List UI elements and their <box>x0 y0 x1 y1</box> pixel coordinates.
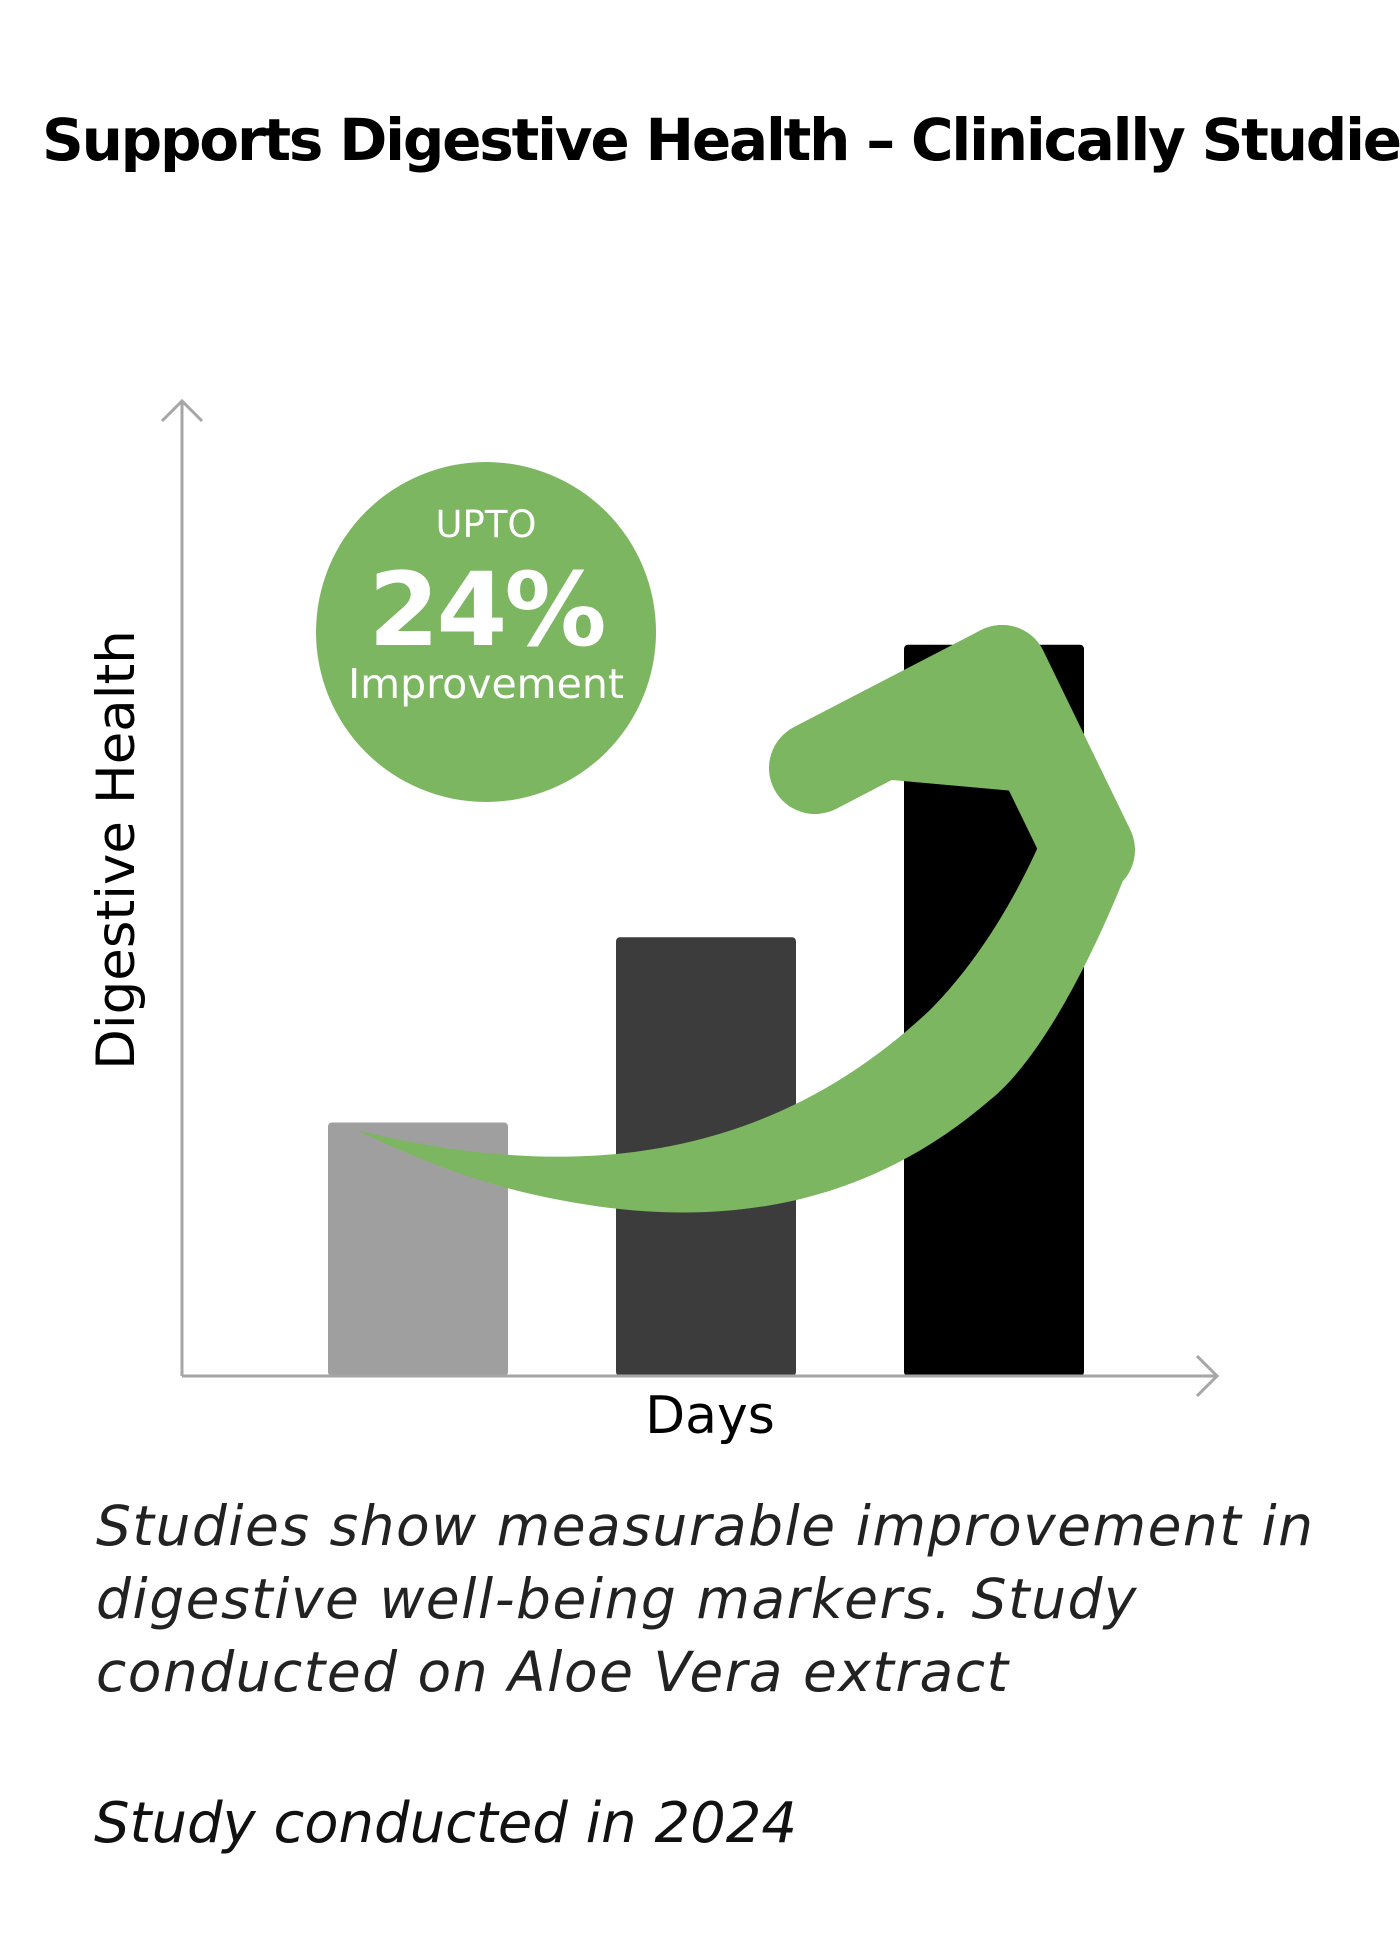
badge-bottom-text: Improvement <box>348 660 624 708</box>
badge-value-text: 24% <box>368 551 603 670</box>
y-axis-label: Digestive Health <box>86 630 147 1070</box>
trend-up-arrow-icon <box>356 625 1135 1213</box>
badge-circle <box>316 462 656 802</box>
x-axis <box>182 1354 1220 1398</box>
study-year-note: Study conducted in 2024 <box>94 1791 797 1856</box>
improvement-badge: UPTO 24% Improvement <box>316 462 656 802</box>
x-axis-label: Days <box>645 1386 775 1446</box>
x-axis-arrowhead <box>1195 1354 1220 1398</box>
page-title: Supports Digestive Health – Clinically S… <box>42 106 1400 174</box>
study-description: Studies show measurable improvement in d… <box>96 1494 1315 1704</box>
bar-1 <box>328 1122 508 1376</box>
y-axis <box>160 398 204 1376</box>
badge-top-text: UPTO <box>435 503 536 546</box>
y-axis-arrowhead <box>160 398 204 423</box>
